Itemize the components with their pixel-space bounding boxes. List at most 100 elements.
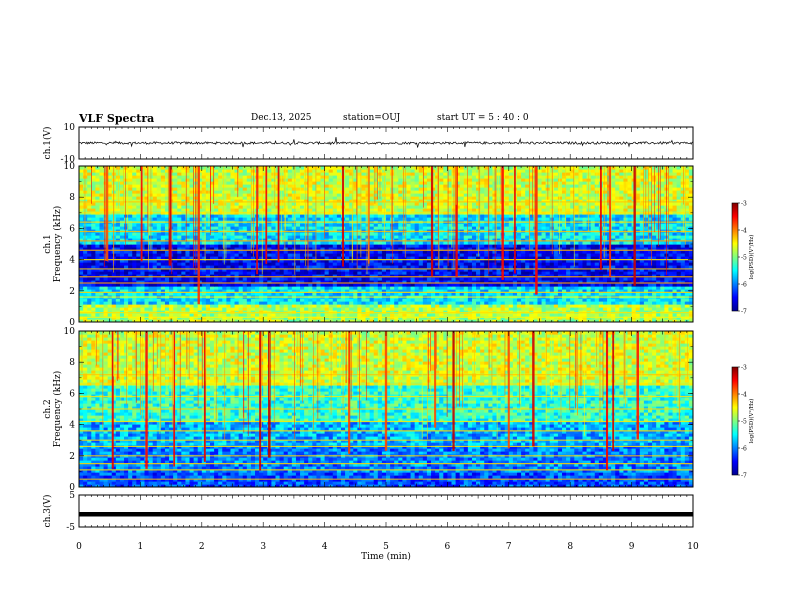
- ch1-spectrogram-cell: [455, 247, 461, 251]
- ch1-spectrogram-cell: [684, 307, 690, 311]
- ch1-spectrogram-cell: [238, 271, 244, 275]
- ch1-spectrogram-cell: [91, 310, 96, 314]
- ch1-spectrogram-cell: [164, 310, 170, 314]
- ch1-spectrogram-cell: [373, 235, 379, 239]
- ch1-spectrogram-cell: [373, 253, 379, 257]
- ch1-spectrogram-cell: [451, 319, 457, 322]
- ch1-spectrogram-cell: [340, 292, 346, 296]
- ch1-spectrogram-cell: [676, 319, 682, 322]
- ch1-spectrogram-cell: [508, 286, 514, 290]
- ch1-spectrogram-cell: [140, 271, 146, 275]
- ch1-spectrogram-cell: [562, 259, 567, 263]
- ch1-spectrogram-cell: [574, 283, 579, 287]
- ch1-spectrogram-cell: [684, 280, 690, 284]
- ch1-spectrogram-cell: [553, 319, 559, 322]
- ch1-spectrogram-cell: [328, 301, 334, 305]
- ch1-spectrogram-cell: [189, 247, 195, 251]
- ch1-spectrogram-cell: [87, 274, 92, 278]
- ch1-spectrogram-cell: [238, 253, 244, 257]
- ch1-spectrogram-cell: [300, 304, 305, 308]
- ch1-spectrogram-cell: [242, 301, 248, 305]
- ch1-spectrogram-cell: [537, 289, 543, 293]
- ch1-spectrogram-cell: [263, 265, 268, 269]
- ch1-spectrogram-cell: [394, 232, 399, 236]
- ch1-spectrogram-cell: [398, 253, 403, 257]
- ch1-spectrogram-cell: [308, 235, 313, 239]
- ch1-spectrogram-cell: [340, 283, 346, 287]
- ch1-spectrogram-cell: [181, 241, 187, 245]
- ch1-spectrogram-cell: [463, 250, 469, 254]
- ch1-spectrogram-cell: [455, 232, 461, 236]
- ch1-spectrogram-cell: [418, 307, 424, 311]
- ch1-spectrogram-cell: [132, 310, 137, 314]
- ch1-spectrogram-cell: [574, 226, 579, 230]
- ch1-spectrogram-cell: [402, 313, 408, 317]
- ch1-spectrogram-cell: [271, 286, 277, 290]
- ch1-spectrogram-cell: [590, 313, 596, 317]
- ch1-spectrogram-cell: [197, 289, 203, 293]
- ch1-spectrogram-cell: [279, 286, 285, 290]
- ch1-spectrogram-cell: [586, 247, 592, 251]
- ch1-spectrogram-cell: [537, 271, 543, 275]
- ch1-spectrogram-cell: [107, 274, 113, 278]
- ch1-spectrogram-cell: [377, 232, 383, 236]
- ch1-spectrogram-cell: [144, 313, 150, 317]
- ch1-spectrogram-cell: [553, 253, 559, 257]
- ch1-spectrogram-cell: [201, 292, 207, 296]
- ch1-spectrogram-cell: [124, 271, 129, 275]
- ch1-spectrogram-cell: [218, 283, 223, 287]
- ch1-spectrogram-cell: [349, 319, 354, 322]
- ch1-spectrogram-cell: [402, 247, 408, 251]
- ch1-spectrogram-cell: [111, 277, 117, 281]
- ch1-spectrogram-cell: [594, 253, 600, 257]
- ch1-spectrogram-cell: [467, 241, 473, 245]
- ch1-spectrogram-cell: [197, 262, 203, 266]
- ch1-spectrogram-cell: [218, 292, 223, 296]
- ch1-spectrogram-cell: [537, 274, 543, 278]
- ch1-spectrogram-cell: [283, 298, 289, 302]
- ch1-spectrogram-cell: [426, 292, 432, 296]
- ch1-spectrogram-cell: [484, 265, 489, 269]
- ch1-spectrogram-cell: [455, 301, 461, 305]
- ch1-spectrogram-cell: [312, 319, 318, 322]
- ch1-spectrogram-cell: [246, 304, 252, 308]
- ch1-spectrogram-cell: [504, 256, 510, 260]
- ch1-spectrogram-cell: [124, 301, 129, 305]
- ch1-spectrogram-cell: [586, 262, 592, 266]
- ch1-spectrogram-cell: [173, 292, 178, 296]
- ch1-spectrogram-cell: [557, 292, 563, 296]
- ch1-spectrogram-cell: [602, 298, 608, 302]
- ch1-spectrogram-cell: [459, 289, 465, 293]
- ch1-spectrogram-cell: [381, 241, 387, 245]
- ch1-spectrogram-cell: [160, 259, 166, 263]
- ch1-spectrogram-cell: [602, 265, 608, 269]
- ch1-spectrogram-cell: [349, 289, 354, 293]
- ch1-spectrogram-cell: [381, 289, 387, 293]
- ch1-spectrogram-cell: [340, 313, 346, 317]
- ch1-spectrogram-cell: [615, 235, 620, 239]
- ch1-spectrogram-cell: [541, 232, 547, 236]
- ch1-spectrogram-cell: [218, 271, 223, 275]
- ch1-spectrogram-cell: [398, 286, 403, 290]
- ch1-spectrogram-cell: [336, 301, 342, 305]
- ch1-spectrogram-cell: [627, 301, 633, 305]
- ch1-spectrogram-cell: [480, 292, 485, 296]
- ch1-spectrogram-cell: [332, 226, 338, 230]
- ch1-spectrogram-cell: [537, 259, 543, 263]
- ch1-spectrogram-cell: [234, 253, 240, 257]
- ch1-spectrogram-cell: [300, 256, 305, 260]
- ch1-spectrogram-cell: [386, 229, 391, 233]
- ch1-spectrogram-cell: [607, 307, 612, 311]
- ch1-spectrogram-cell: [99, 307, 105, 311]
- ch1-spectrogram-cell: [688, 301, 693, 305]
- ch1-spectrogram-cell: [525, 235, 530, 239]
- ch1-spectrogram-cell: [414, 250, 420, 254]
- ch1-spectrogram-cell: [529, 250, 534, 254]
- ch1-spectrogram-cell: [214, 310, 219, 314]
- ch1-spectrogram-cell: [381, 286, 387, 290]
- ch1-spectrogram-cell: [496, 271, 502, 275]
- ch1-spectrogram-cell: [361, 271, 367, 275]
- ch1-spectrogram-cell: [455, 226, 461, 230]
- ch1-spectrogram-cell: [328, 313, 334, 317]
- ch1-spectrogram-cell: [255, 286, 260, 290]
